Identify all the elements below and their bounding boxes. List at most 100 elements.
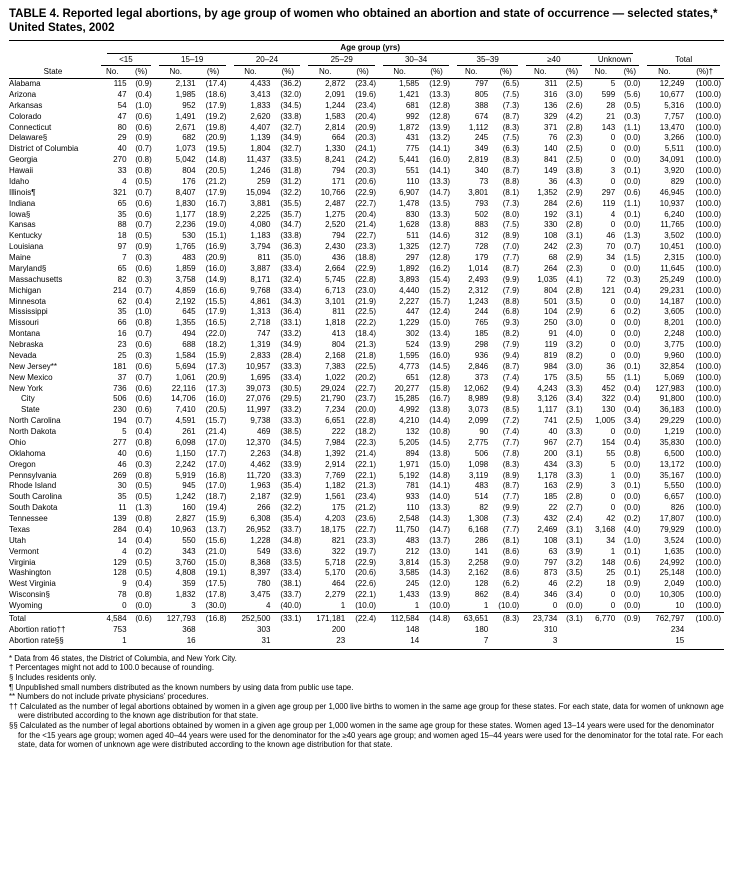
cell: [489, 635, 523, 650]
cell: (8.1): [502, 535, 520, 545]
cell: (100.0): [695, 448, 721, 458]
cell: (12.8): [429, 111, 451, 121]
cell: 139: [113, 514, 127, 524]
cell: (14.6): [429, 231, 451, 241]
cell: (1.1): [623, 122, 641, 132]
state-name: Abortion ratio††: [9, 624, 66, 634]
cell: 55: [606, 448, 616, 458]
cell: (8.8): [502, 176, 520, 186]
cell: (33.4): [280, 285, 302, 295]
cell: 1,971: [399, 459, 420, 469]
cell: 15,094: [245, 187, 271, 197]
cell: (100.0): [695, 133, 721, 143]
state-name: Rhode Island: [9, 481, 57, 491]
cell: 10,677: [659, 89, 685, 99]
cell: 862: [474, 590, 489, 600]
cell: (0.4): [135, 427, 152, 437]
cell: (2.9): [566, 481, 583, 491]
cell: (0.4): [623, 405, 641, 415]
cell: (2.3): [566, 263, 583, 273]
cell: 936: [474, 350, 489, 360]
cell: 143: [601, 122, 616, 132]
cell: 4,584: [97, 611, 128, 625]
cell: (14.0): [429, 492, 451, 502]
age-group-header-0: <15: [97, 54, 155, 67]
cell: 18,175: [320, 524, 346, 534]
cell: 841: [544, 155, 558, 165]
cell: 46: [117, 459, 127, 469]
cell: 175: [544, 372, 558, 382]
cell: (33.7): [280, 524, 302, 534]
cell: (18.2): [355, 427, 377, 437]
cell: 1,628: [399, 220, 420, 230]
cell: (19.2): [205, 111, 227, 121]
table-row: Vermont 4 (0.2) 343 (21.0) 549 (33.6) 322 (19.7)…: [9, 547, 724, 558]
cell: (22.3): [355, 437, 377, 447]
cell: 242: [544, 242, 558, 252]
cell: 2,833: [250, 350, 271, 360]
cell: (3.2): [566, 557, 583, 567]
cell: (8.4): [502, 590, 520, 600]
cell: (16.9): [205, 242, 227, 252]
state-name: Arizona: [9, 89, 37, 99]
cell: (0.9): [135, 133, 152, 143]
cell: (17.9): [205, 307, 227, 317]
cell: (16.5): [205, 318, 227, 328]
cell: (0.4): [135, 89, 152, 99]
cell: (100.0): [695, 590, 721, 600]
cell: 154: [601, 437, 616, 447]
cell: 47: [117, 111, 127, 121]
cell: (34.9): [280, 133, 302, 143]
cell: 1,765: [175, 242, 196, 252]
cell: (4.3): [566, 176, 583, 186]
cell: 1,182: [325, 481, 346, 491]
cell: (7.3): [502, 100, 520, 110]
cell: (35.5): [280, 198, 302, 208]
cell: 1,892: [399, 263, 420, 273]
cell: 3,775: [664, 340, 685, 350]
cell: 741: [544, 416, 558, 426]
cell: 10,766: [320, 187, 346, 197]
cell: 0: [610, 176, 616, 186]
cell: 0: [610, 318, 616, 328]
cell: (12.7): [429, 242, 451, 252]
cell: 1,098: [468, 459, 489, 469]
footnotes: * Data from 46 states, the District of C…: [9, 654, 724, 751]
cell: 3,887: [250, 263, 271, 273]
cell: (23.4): [355, 79, 377, 89]
cell: (0.0): [623, 350, 641, 360]
cell: 4,440: [399, 285, 420, 295]
age-group-header-2: 20–24: [230, 54, 305, 67]
cell: (100.0): [695, 144, 721, 154]
cell: 2,168: [325, 350, 346, 360]
cell: 6,713: [325, 285, 346, 295]
state-name: Total: [9, 611, 97, 625]
cell: (17.8): [205, 590, 227, 600]
cell: 91,800: [659, 394, 685, 404]
total-col-header: Total: [643, 54, 724, 67]
cell: (0.3): [135, 459, 152, 469]
cell: 0: [610, 340, 616, 350]
cell: 452: [601, 383, 616, 393]
cell: (13.7): [429, 535, 451, 545]
cell: (0.0): [623, 459, 641, 469]
cell: (0.1): [623, 361, 641, 371]
cell: (0.3): [135, 274, 152, 284]
cell: (17.0): [205, 437, 227, 447]
cell: 35: [117, 492, 127, 502]
cell: (7.9): [502, 340, 520, 350]
cell: (2.3): [566, 242, 583, 252]
cell: 284: [113, 524, 127, 534]
cell: 3,475: [250, 590, 271, 600]
cell: 90: [479, 427, 489, 437]
footnote: †† Calculated as the number of legal abo…: [9, 701, 724, 721]
cell: (0.4): [135, 296, 152, 306]
cell: 329: [544, 111, 558, 121]
cell: (0.0): [623, 601, 641, 611]
cell: (13.2): [429, 133, 451, 143]
cell: (14.9): [205, 274, 227, 284]
cell: 3,920: [664, 166, 685, 176]
no-label: No.: [97, 66, 128, 80]
cell: (15.0): [429, 459, 451, 469]
state-name: Massachusetts: [9, 274, 63, 284]
